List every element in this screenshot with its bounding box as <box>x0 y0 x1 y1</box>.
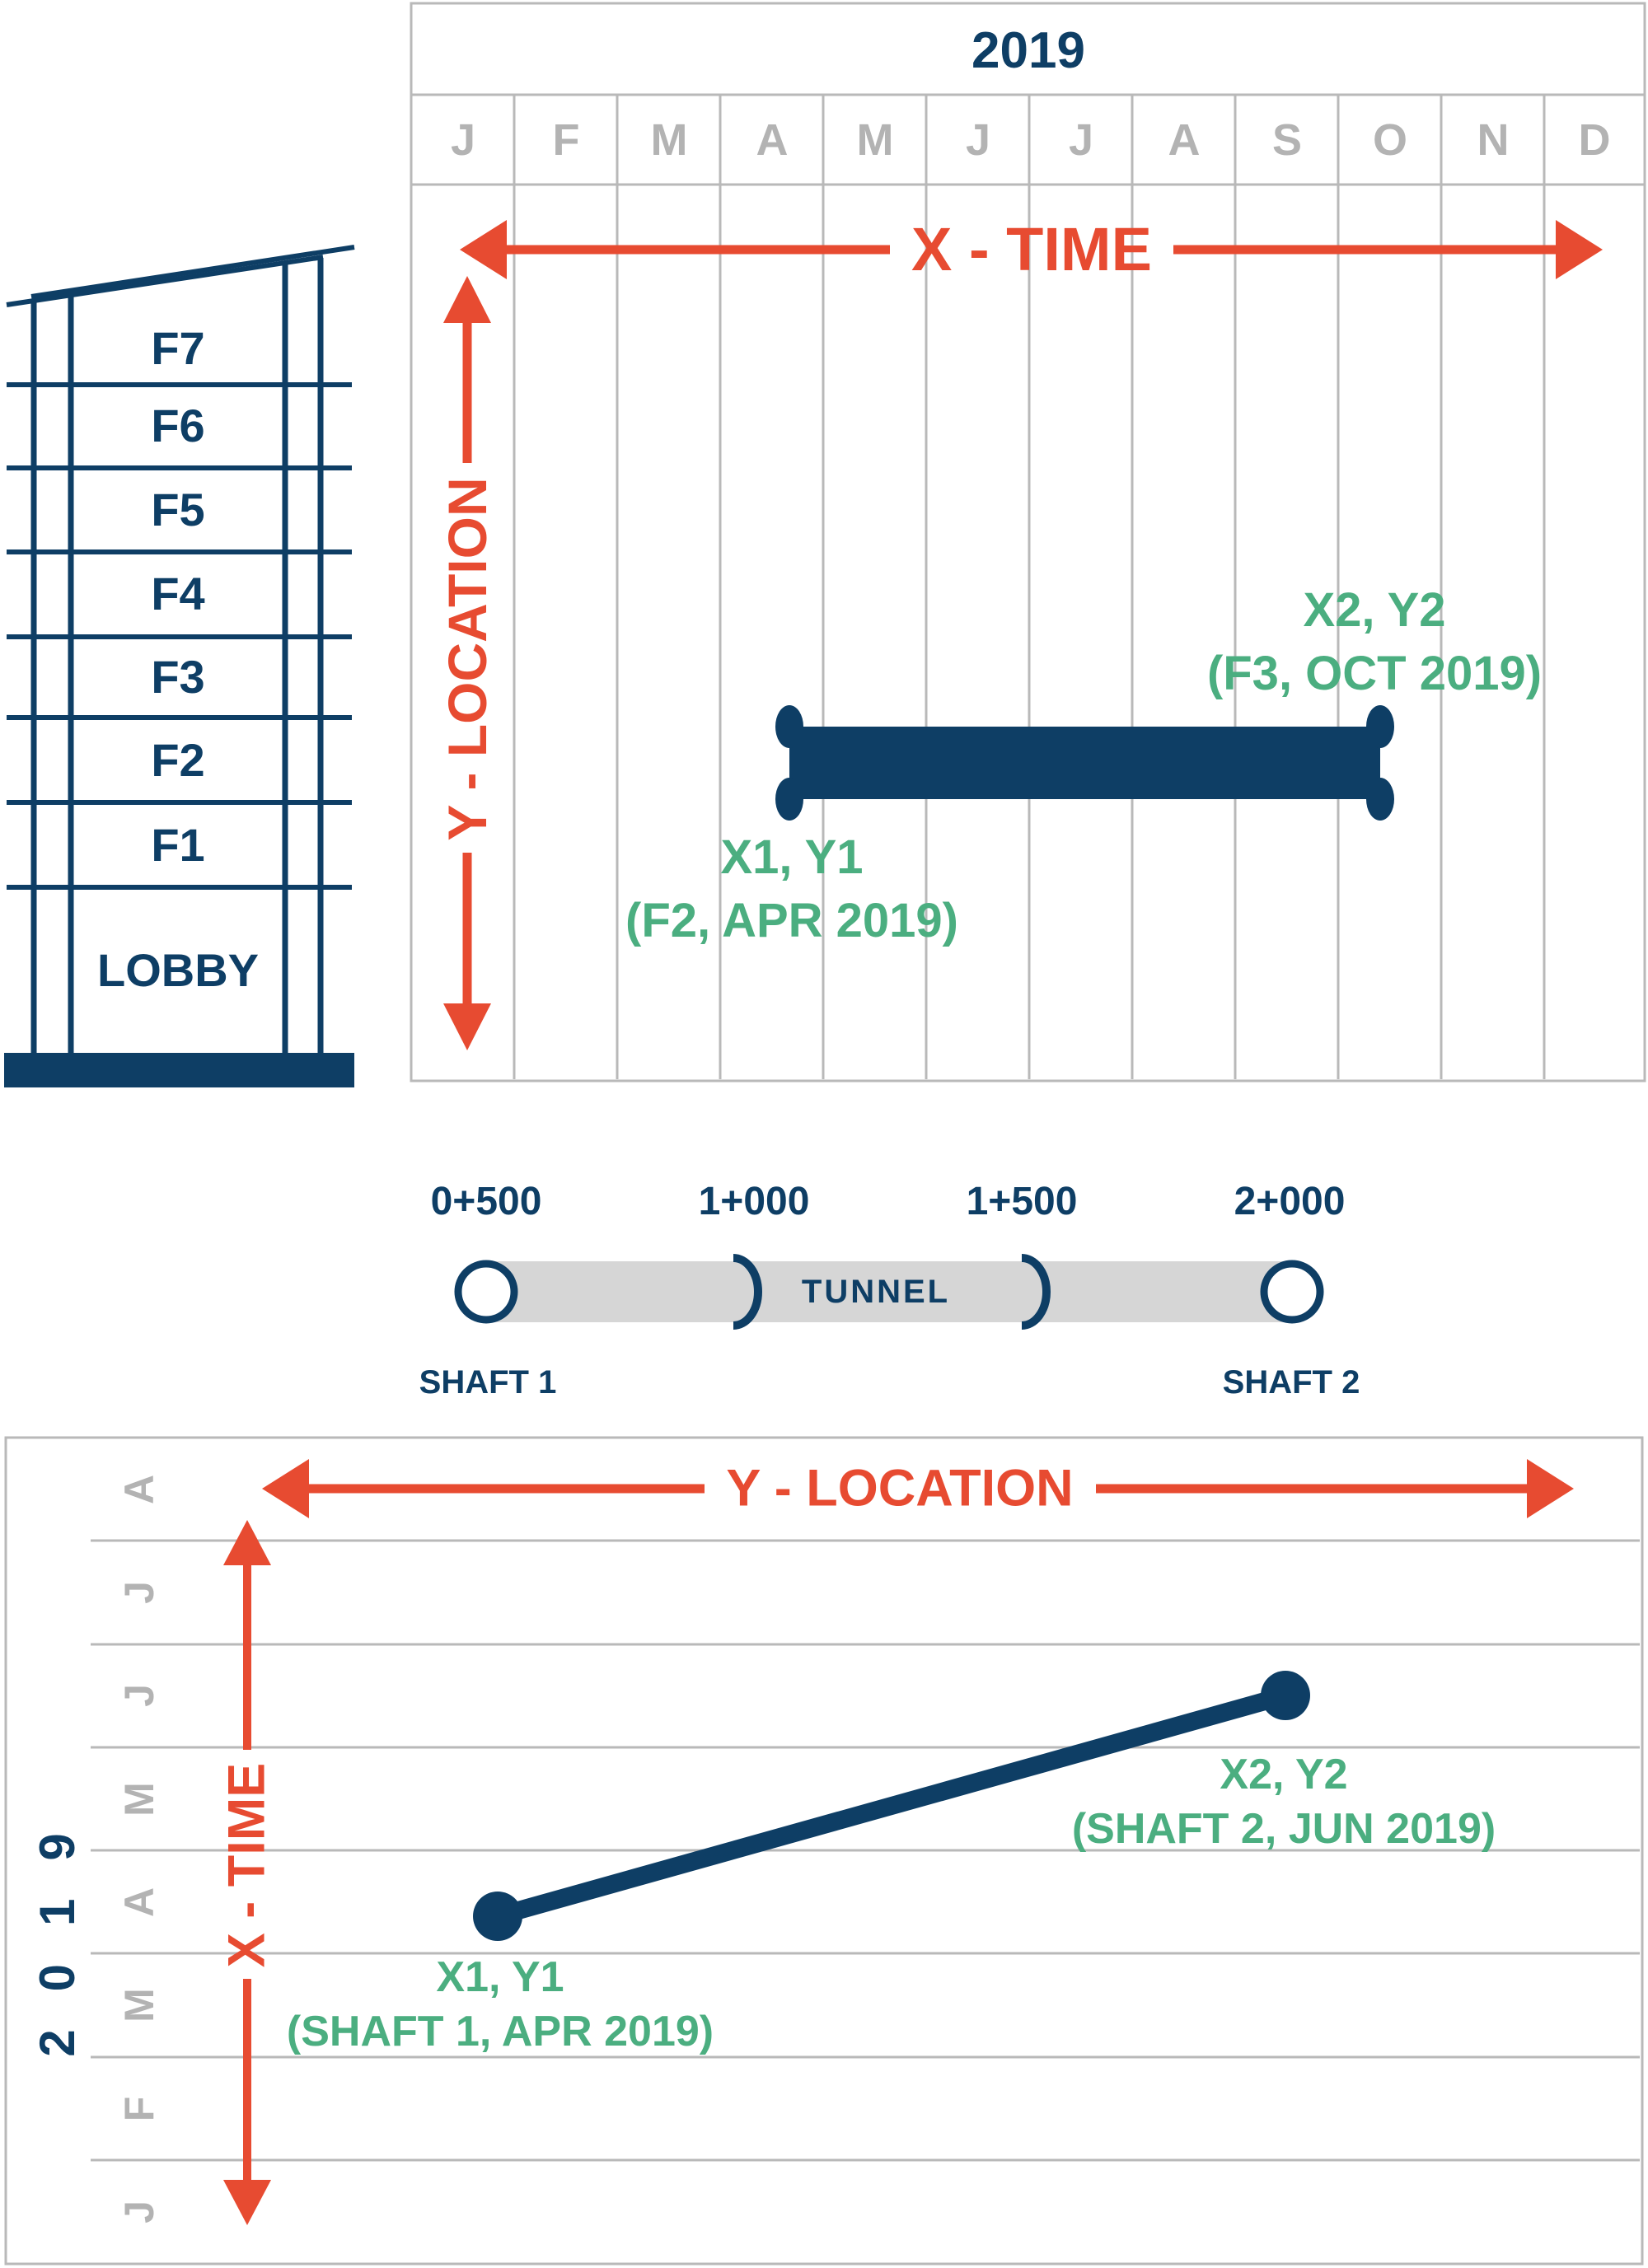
floor-label-f4: F4 <box>151 568 205 620</box>
top-chart-year: 2019 <box>971 22 1085 79</box>
bottom-x-time-label: X - TIME <box>218 1762 276 1968</box>
bottom-month-mar: M <box>116 1988 162 2022</box>
top-month-may: M <box>856 115 894 165</box>
building-elevation <box>4 245 355 1087</box>
bottom-chart-grid <box>4 1436 1644 2266</box>
bottom-month-jul: J <box>116 1581 162 1604</box>
building-ground-bar <box>4 1053 354 1087</box>
bottom-y-location-arrow <box>262 1459 1574 1518</box>
top-month-feb: F <box>552 115 580 165</box>
tunnel-ring-arc-1 <box>733 1254 762 1330</box>
activity-bar <box>775 705 1394 821</box>
top-start-point-label: X1, Y1 (F2, APR 2019) <box>625 825 958 952</box>
tunnel-drive-line <box>473 1671 1310 1941</box>
top-y-location-label: Y - LOCATION <box>437 477 498 841</box>
top-month-jul: J <box>1068 115 1094 165</box>
top-chart-grid <box>410 2 1646 1083</box>
bottom-month-jun: J <box>116 1684 162 1707</box>
top-start-point-coords: X1, Y1 <box>720 830 864 884</box>
point-x2y2 <box>1261 1671 1310 1720</box>
top-month-jan: J <box>450 115 476 165</box>
bottom-month-aug: A <box>116 1474 162 1505</box>
bottom-month-may: M <box>116 1782 162 1817</box>
point-x1y1 <box>473 1892 522 1941</box>
top-month-aug: A <box>1168 115 1201 165</box>
top-x-time-label: X - TIME <box>911 215 1152 283</box>
bottom-end-point-coords: X2, Y2 <box>1220 1751 1348 1798</box>
bottom-start-point-label: X1, Y1 (SHAFT 1, APR 2019) <box>287 1950 714 2059</box>
chainage-2000: 2+000 <box>1234 1180 1346 1223</box>
chainage-0500: 0+500 <box>430 1180 542 1223</box>
floor-label-f5: F5 <box>151 484 205 535</box>
floor-label-f6: F6 <box>151 400 205 451</box>
top-month-nov: N <box>1477 115 1510 165</box>
top-start-point-values: (F2, APR 2019) <box>625 894 958 947</box>
bottom-end-point-values: (SHAFT 2, JUN 2019) <box>1071 1805 1496 1853</box>
tunnel-ring-arc-2 <box>1021 1254 1051 1330</box>
bottom-month-apr: A <box>116 1887 162 1918</box>
bottom-x-time-arrow <box>223 1520 271 2225</box>
top-month-mar: M <box>650 115 688 165</box>
shaft-1-label: SHAFT 1 <box>419 1364 557 1401</box>
bottom-month-feb: F <box>116 2096 162 2122</box>
shaft-1-opening <box>454 1260 518 1324</box>
top-y-location-arrow <box>443 276 491 1050</box>
top-month-sep: S <box>1271 115 1303 165</box>
bottom-start-point-coords: X1, Y1 <box>436 1953 564 2001</box>
top-end-point-label: X2, Y2 (F3, OCT 2019) <box>1207 578 1542 705</box>
floor-label-f1: F1 <box>151 819 205 871</box>
chainage-1000: 1+000 <box>698 1180 810 1223</box>
top-month-jun: J <box>965 115 991 165</box>
tunnel-tube <box>486 1261 1292 1322</box>
floor-label-lobby: LOBBY <box>97 944 259 996</box>
shaft-2-opening <box>1260 1260 1324 1324</box>
top-end-point-values: (F3, OCT 2019) <box>1206 647 1543 700</box>
top-end-point-coords: X2, Y2 <box>1303 583 1446 637</box>
bottom-chart-year: 2019 <box>30 1795 85 2057</box>
shaft-2-label: SHAFT 2 <box>1222 1364 1360 1401</box>
chainage-1500: 1+500 <box>966 1180 1078 1223</box>
top-month-apr: A <box>756 115 789 165</box>
tunnel-label: TUNNEL <box>801 1274 951 1310</box>
tunnel-schematic <box>454 1254 1324 1330</box>
floor-label-f7: F7 <box>151 322 205 374</box>
top-x-time-arrow <box>460 220 1603 279</box>
bottom-start-point-values: (SHAFT 1, APR 2019) <box>286 2008 714 2055</box>
bottom-month-jan: J <box>116 2200 162 2224</box>
bottom-end-point-label: X2, Y2 (SHAFT 2, JUN 2019) <box>1072 1747 1496 1856</box>
floor-label-f3: F3 <box>151 651 205 703</box>
top-month-oct: O <box>1372 115 1408 165</box>
floor-label-f2: F2 <box>151 734 205 786</box>
bottom-y-location-label: Y - LOCATION <box>726 1459 1074 1517</box>
top-month-dec: D <box>1578 115 1611 165</box>
